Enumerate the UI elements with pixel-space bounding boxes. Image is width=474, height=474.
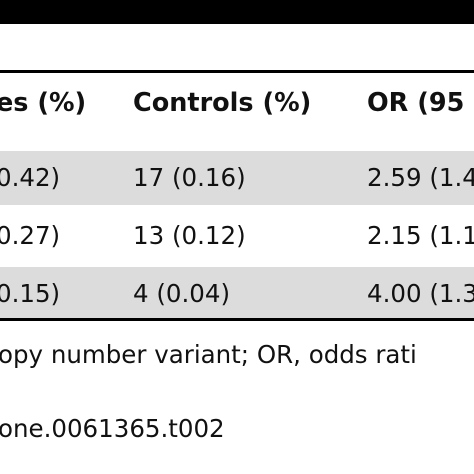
abbreviations-footnote: opy number variant; OR, odds rati: [0, 340, 417, 369]
cell-odds-ratio: 2.15 (1.1: [367, 221, 474, 250]
cell-controls: 4 (0.04): [133, 279, 231, 308]
cell-cases: 0.42): [0, 163, 61, 192]
cell-odds-ratio: 4.00 (1.3: [367, 279, 474, 308]
header-controls: Controls (%): [133, 88, 312, 118]
table-header-row: es (%) Controls (%) OR (95: [0, 76, 474, 130]
header-cases: es (%): [0, 88, 87, 118]
cell-controls: 13 (0.12): [133, 221, 246, 250]
cell-odds-ratio: 2.59 (1.4: [367, 163, 474, 192]
table-header-rule: [0, 70, 474, 73]
table-row: 0.42) 17 (0.16) 2.59 (1.4: [0, 151, 474, 205]
cell-controls: 17 (0.16): [133, 163, 246, 192]
table-bottom-rule: [0, 318, 474, 321]
cell-cases: 0.15): [0, 279, 61, 308]
cell-cases: 0.27): [0, 221, 61, 250]
doi-link[interactable]: one.0061365.t002: [0, 414, 225, 443]
table-row: 0.27) 13 (0.12) 2.15 (1.1: [0, 209, 474, 263]
table-top-rule: [0, 0, 474, 24]
table-row: 0.15) 4 (0.04) 4.00 (1.3: [0, 267, 474, 321]
header-odds-ratio: OR (95: [367, 88, 465, 118]
